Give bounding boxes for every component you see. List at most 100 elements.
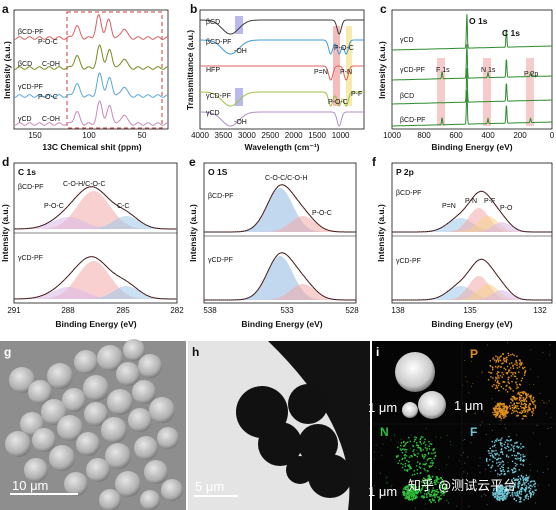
eds-dot: [499, 375, 502, 377]
eds-dot: [496, 440, 498, 442]
eds-noise: [539, 393, 541, 394]
eds-dot: [524, 392, 526, 394]
eds-dot: [501, 403, 504, 406]
eds-dot: [532, 408, 534, 410]
eds-dot: [516, 407, 518, 409]
eds-noise: [410, 434, 412, 436]
eds-dot: [511, 454, 513, 457]
plot-frame-f: [391, 162, 553, 304]
label-c-p2p: P 2p: [524, 71, 538, 78]
eds-dot: [502, 487, 505, 490]
eds-dot: [495, 487, 497, 490]
eds-dot: [502, 499, 504, 501]
eds-noise: [374, 485, 376, 487]
eds-noise: [528, 383, 530, 385]
eds-dot: [520, 491, 523, 493]
eds-dot: [520, 463, 522, 465]
eds-dot: [527, 393, 529, 395]
eds-dot: [496, 405, 498, 407]
eds-dot: [520, 443, 522, 445]
eds-dot: [406, 488, 408, 491]
eds-dot: [518, 493, 521, 495]
eds-noise: [439, 468, 440, 470]
eds-noise: [425, 461, 427, 463]
eds-dot: [402, 441, 405, 443]
eds-dot: [524, 398, 526, 401]
sem-sphere: [57, 415, 83, 441]
eds-dot: [500, 404, 503, 406]
eds-noise: [508, 471, 510, 473]
eds-dot: [492, 369, 494, 371]
eds-dot: [500, 417, 502, 420]
eds-dot: [502, 498, 505, 501]
eds-dot: [401, 452, 404, 454]
eds-dot: [511, 485, 513, 488]
eds-dot: [429, 493, 431, 496]
tick-a-1: 100: [82, 131, 96, 140]
eds-dot: [518, 491, 521, 494]
eds-dot: [505, 412, 507, 415]
eds-dot: [508, 369, 510, 371]
eds-noise: [542, 399, 544, 401]
eds-dot: [497, 384, 500, 387]
eds-dot: [437, 491, 440, 493]
eds-dot: [506, 365, 509, 368]
eds-dot: [505, 385, 507, 387]
fit-component-f: [392, 284, 552, 300]
eds-dot: [435, 480, 438, 482]
curves-e: [204, 184, 356, 301]
eds-dot: [499, 489, 501, 492]
eds-noise: [548, 484, 550, 486]
eds-dot: [426, 493, 428, 495]
panel-letter-b: b: [190, 2, 197, 16]
eds-dot: [495, 360, 497, 362]
eds-noise: [472, 489, 474, 491]
eds-noise: [536, 470, 538, 472]
eds-dot: [429, 500, 432, 503]
eds-dot: [498, 416, 500, 418]
eds-noise: [521, 364, 523, 366]
eds-dot: [528, 487, 530, 489]
series-line-b: [200, 111, 364, 127]
eds-dot: [433, 492, 436, 494]
eds-dot: [413, 492, 415, 494]
eds-noise: [499, 481, 501, 483]
eds-noise: [494, 401, 496, 403]
eds-dot: [419, 441, 421, 444]
eds-dot: [417, 489, 419, 491]
eds-dot: [409, 498, 411, 501]
eds-dot: [433, 495, 435, 497]
eds-dot: [424, 463, 427, 466]
eds-noise: [516, 434, 518, 436]
eds-dot: [442, 492, 445, 494]
eds-dot: [443, 487, 446, 490]
eds-dot: [423, 441, 426, 443]
eds-dot: [412, 444, 414, 447]
tem-particle: [286, 456, 314, 484]
eds-dot: [495, 376, 497, 379]
tick-e-0: 538: [203, 306, 217, 315]
eds-dot: [501, 376, 503, 378]
eds-dot: [516, 478, 518, 481]
tem-dark-region: [268, 341, 370, 510]
eds-dot: [519, 384, 522, 386]
eds-dot: [499, 498, 501, 501]
eds-dot: [523, 489, 526, 491]
label-f-po: P-O: [500, 205, 513, 212]
eds-dot: [515, 492, 517, 494]
label-d-coh: C-O-H/C-O-C: [63, 181, 105, 188]
eds-dot: [497, 488, 500, 491]
eds-dot: [404, 463, 407, 465]
eds-dot: [404, 465, 406, 467]
eds-noise: [456, 505, 458, 507]
sem-sphere: [32, 428, 56, 452]
eds-dot: [514, 484, 516, 486]
eds-dot: [518, 371, 520, 373]
eds-dot: [498, 487, 500, 489]
eds-dot: [534, 489, 536, 491]
eds-dot: [411, 474, 414, 476]
eds-dot: [417, 491, 420, 493]
eds-dot: [494, 469, 497, 472]
eds-dot: [424, 447, 427, 449]
eds-noise: [387, 482, 389, 484]
